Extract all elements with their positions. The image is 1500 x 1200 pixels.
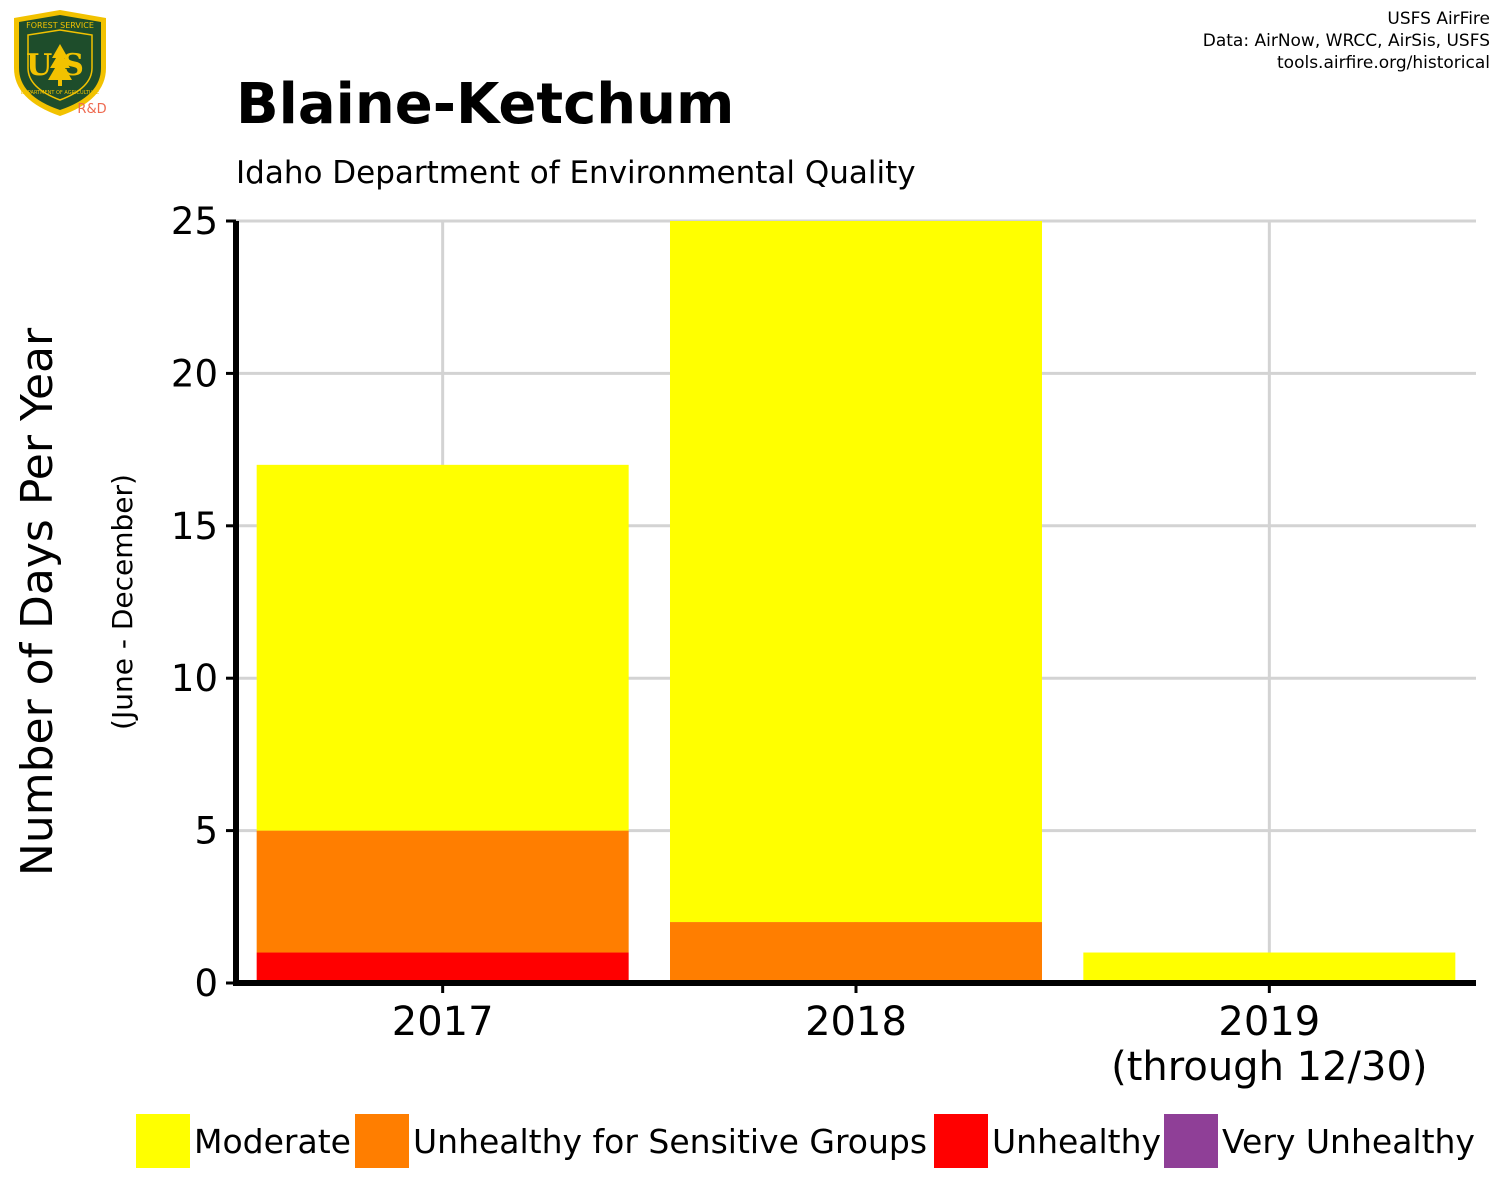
chart-subtitle: Idaho Department of Environmental Qualit…: [236, 155, 916, 191]
y-tick-label: 10: [171, 657, 218, 700]
legend-label-unhealthy: Unhealthy: [992, 1122, 1161, 1161]
legend-label-very-unhealthy: Very Unhealthy: [1222, 1122, 1475, 1161]
x-tick-label: 2017: [392, 999, 494, 1045]
credit-line-2: Data: AirNow, WRCC, AirSis, USFS: [1202, 31, 1490, 51]
bar-moderate-2017: [256, 464, 629, 831]
y-tick-label: 15: [171, 505, 218, 548]
bar-unhealthy-for-sensitive-groups-2017: [256, 830, 629, 953]
y-axis-subtitle: (June - December): [106, 474, 139, 730]
legend-swatch-very-unhealthy: [1164, 1114, 1218, 1168]
y-tick-label: 25: [171, 200, 218, 243]
legend-label-unhealthy-for-sensitive-groups: Unhealthy for Sensitive Groups: [413, 1122, 927, 1161]
legend-swatch-moderate: [136, 1114, 190, 1168]
y-tick-label: 0: [194, 962, 218, 1005]
chart-title: Blaine-Ketchum: [236, 72, 735, 137]
x-tick-label: 2018: [805, 999, 907, 1045]
credit-line-1: USFS AirFire: [1387, 9, 1490, 29]
bar-moderate-2019: [1083, 952, 1456, 983]
bar-moderate-2018: [670, 221, 1042, 923]
logo-ring-top: FOREST SERVICE: [26, 21, 94, 30]
legend-swatch-unhealthy-for-sensitive-groups: [355, 1114, 409, 1168]
x-tick-label: 2019: [1218, 999, 1320, 1045]
forest-service-logo: FOREST SERVICE US DEPARTMENT OF AGRICULT…: [14, 10, 107, 117]
legend-label-moderate: Moderate: [194, 1122, 351, 1161]
credit-line-3: tools.airfire.org/historical: [1277, 53, 1490, 73]
logo-sub-label: R&D: [77, 102, 106, 117]
x-tick-sublabel: (through 12/30): [1111, 1044, 1427, 1090]
y-tick-label: 20: [171, 352, 218, 395]
bar-unhealthy-for-sensitive-groups-2018: [670, 922, 1042, 983]
y-tick-label: 5: [194, 810, 218, 853]
bar-unhealthy-2017: [256, 952, 629, 983]
logo-ring-bottom: DEPARTMENT OF AGRICULTURE: [21, 90, 99, 96]
legend-swatch-unhealthy: [934, 1114, 988, 1168]
y-axis-title: Number of Days Per Year: [12, 327, 63, 876]
